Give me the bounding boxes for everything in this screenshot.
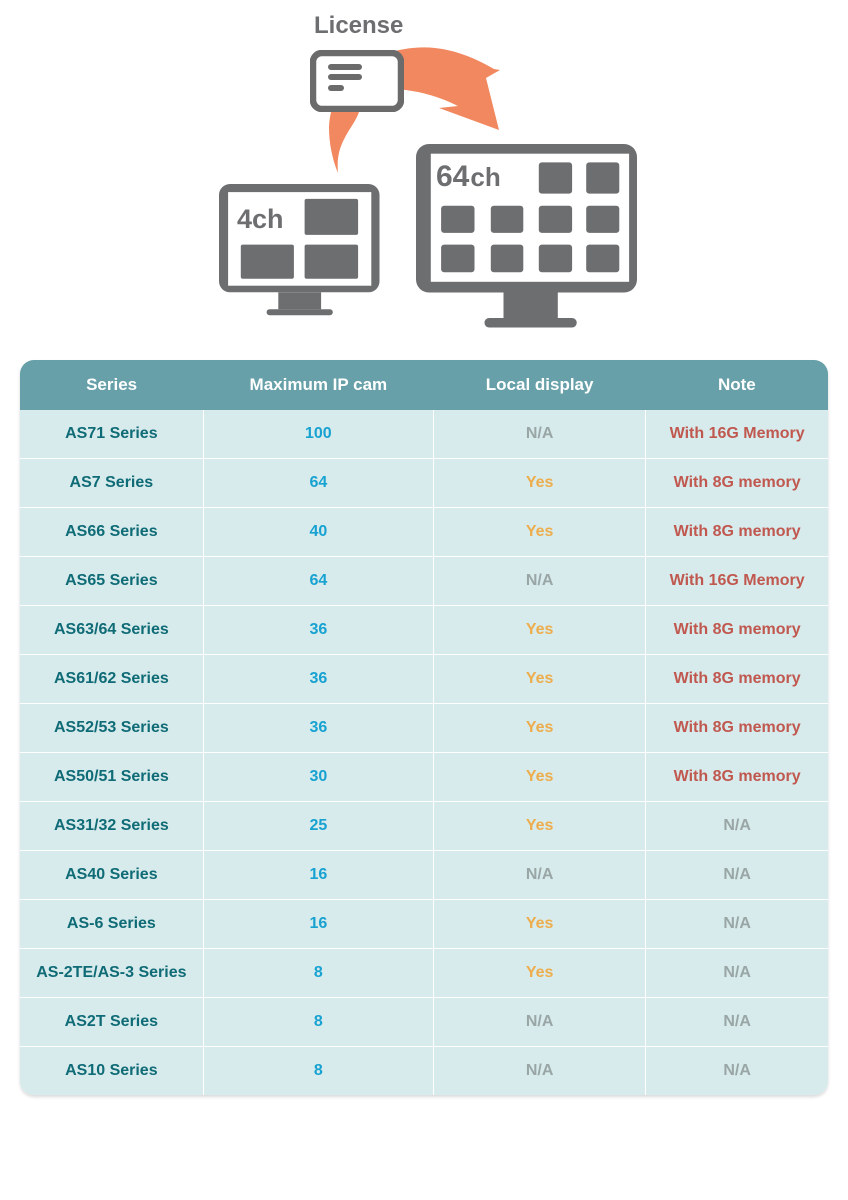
svg-text:64ch: 64ch xyxy=(436,160,501,193)
svg-text:4ch: 4ch xyxy=(237,204,284,234)
